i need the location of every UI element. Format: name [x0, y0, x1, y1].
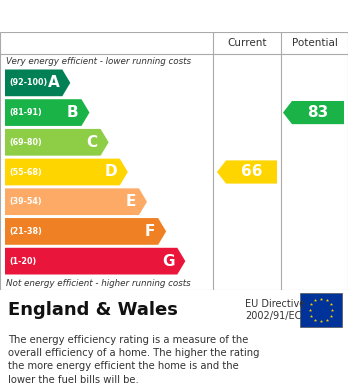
Text: 83: 83 [307, 105, 329, 120]
Polygon shape [5, 129, 109, 156]
Text: C: C [87, 135, 98, 150]
Polygon shape [5, 70, 70, 96]
Text: Current: Current [227, 38, 267, 48]
Polygon shape [5, 188, 147, 215]
Text: (81-91): (81-91) [9, 108, 42, 117]
Text: (21-38): (21-38) [9, 227, 42, 236]
Text: (1-20): (1-20) [9, 256, 36, 265]
Polygon shape [5, 99, 89, 126]
Text: D: D [104, 165, 117, 179]
Text: England & Wales: England & Wales [8, 301, 178, 319]
Text: EU Directive
2002/91/EC: EU Directive 2002/91/EC [245, 299, 305, 321]
Text: (92-100): (92-100) [9, 78, 47, 87]
Text: Potential: Potential [292, 38, 338, 48]
Text: E: E [126, 194, 136, 209]
Polygon shape [5, 218, 166, 245]
Bar [300, 293, 342, 327]
Text: Very energy efficient - lower running costs: Very energy efficient - lower running co… [6, 57, 191, 66]
Text: (39-54): (39-54) [9, 197, 42, 206]
Text: 66: 66 [241, 165, 262, 179]
Text: A: A [48, 75, 59, 90]
Polygon shape [5, 159, 128, 185]
Polygon shape [217, 160, 277, 184]
Polygon shape [283, 101, 344, 124]
Text: Not energy efficient - higher running costs: Not energy efficient - higher running co… [6, 278, 191, 287]
Polygon shape [5, 248, 185, 274]
Text: F: F [145, 224, 155, 239]
Text: G: G [162, 254, 174, 269]
Text: B: B [67, 105, 78, 120]
Text: (55-68): (55-68) [9, 167, 42, 176]
Text: (69-80): (69-80) [9, 138, 42, 147]
Text: The energy efficiency rating is a measure of the
overall efficiency of a home. T: The energy efficiency rating is a measur… [8, 335, 260, 385]
Text: Energy Efficiency Rating: Energy Efficiency Rating [10, 9, 231, 23]
